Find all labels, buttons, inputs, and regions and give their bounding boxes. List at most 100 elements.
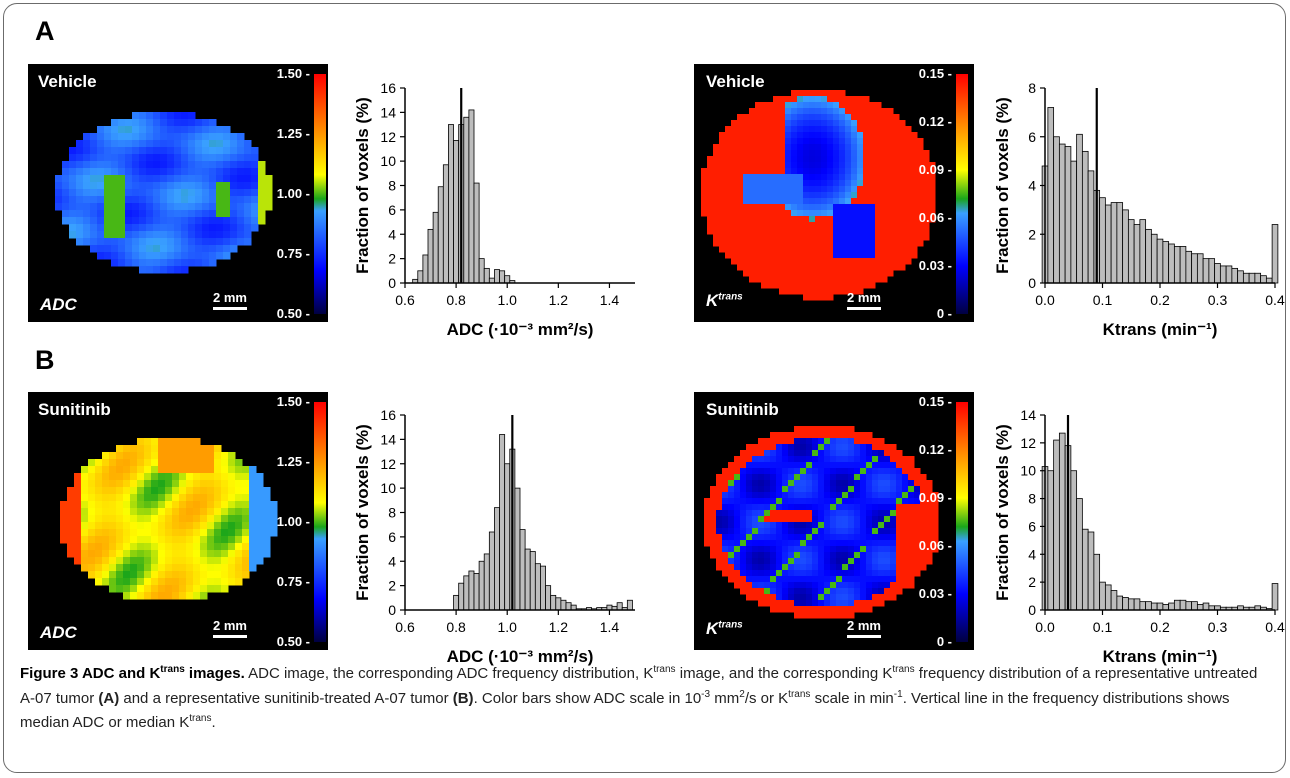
- colorbar-tick-label: 1.25 -: [276, 454, 310, 469]
- histogram-bar: [1133, 598, 1141, 611]
- colorbar-tick-label: 1.50 -: [276, 394, 310, 409]
- colorbar-tick-label: 1.50 -: [276, 66, 310, 81]
- adc-map-vehicle-image: [55, 112, 273, 274]
- histogram-bar: [1248, 272, 1256, 284]
- histogram-bar: [514, 487, 521, 611]
- histogram-bar: [1081, 150, 1089, 284]
- histogram-bar: [458, 582, 465, 611]
- y-tick-label: 4: [388, 553, 396, 569]
- histogram-bar: [453, 140, 460, 284]
- x-tick-label: 1.0: [497, 619, 517, 635]
- histogram-bar: [1047, 107, 1055, 284]
- histogram-bar: [422, 254, 429, 284]
- histogram-bar: [468, 570, 475, 611]
- y-axis-label: Fraction of voxels (%): [353, 424, 372, 601]
- y-tick-label: 2: [388, 251, 396, 267]
- histogram-bar: [463, 575, 470, 611]
- histogram-bar: [488, 531, 495, 611]
- colorbar: [314, 402, 326, 642]
- y-tick-label: 14: [380, 104, 396, 120]
- adc-vehicle-histogram: 0 2 4 6 8 10 12 14 16 0.6 0.8 1.0 1.2 1.4 Fraction of …: [350, 78, 650, 361]
- y-tick-label: 2: [388, 578, 396, 594]
- scalebar: [213, 635, 247, 638]
- histogram-bar: [463, 116, 470, 284]
- histogram-bar: [1150, 233, 1158, 284]
- colorbar-tick-label: 0.75 -: [276, 246, 310, 261]
- histogram-bar: [545, 585, 552, 611]
- histogram-bar: [483, 267, 490, 284]
- histogram-bar: [1087, 170, 1095, 284]
- x-tick-label: 0.0: [1035, 619, 1055, 635]
- histogram-bar: [1196, 604, 1204, 611]
- colorbar-tick-label: 0.03 -: [918, 586, 952, 601]
- histogram-bar: [1099, 197, 1106, 284]
- ktrans-map-vehicle-image: [701, 90, 936, 301]
- histogram-bar: [1064, 146, 1072, 284]
- x-tick-label: 0.6: [395, 619, 415, 635]
- map-symbol: ADC: [40, 295, 77, 314]
- colorbar-tick-label: 0.12 -: [918, 114, 952, 129]
- histogram-bar: [1185, 250, 1193, 284]
- y-tick-label: 8: [388, 178, 396, 194]
- histogram-bar: [1179, 246, 1187, 284]
- histogram-bar: [1145, 601, 1152, 611]
- histogram-bar: [519, 529, 526, 611]
- scalebar: [847, 635, 881, 638]
- histogram-bar: [1116, 595, 1124, 611]
- x-tick-label: 0.3: [1208, 619, 1228, 635]
- ktrans-vehicle-histogram: 0 2 4 6 8 0.0 0.1 0.2 0.3 0.4 Fraction of voxels (…: [990, 78, 1290, 361]
- histogram-bar: [473, 182, 480, 284]
- map-title: Vehicle: [706, 72, 765, 91]
- scalebar-label: 2 mm: [847, 618, 881, 633]
- colorbar-tick-label: 0 -: [936, 306, 952, 321]
- y-tick-label: 16: [380, 80, 396, 96]
- histogram-bar: [1185, 601, 1193, 611]
- x-tick-label: 0.2: [1150, 292, 1170, 308]
- histogram-bar: [626, 599, 633, 611]
- histogram-bar: [555, 597, 562, 611]
- colorbar-tick-label: 0.03 -: [918, 258, 952, 273]
- histogram-bar: [1162, 604, 1170, 611]
- histogram-bar: [494, 507, 500, 611]
- histogram-bar: [1116, 202, 1124, 284]
- ktrans-sunitinib-histogram: 0 2 4 6 8 10 12 14 0.0 0.1 0.2 0.3 0.4 Fraction of vo…: [990, 405, 1290, 688]
- histogram-bar: [1173, 246, 1181, 284]
- histogram-bar: [1196, 253, 1204, 284]
- y-tick-label: 4: [388, 226, 396, 242]
- histogram-bar: [1081, 528, 1089, 611]
- panel-label-a: A: [35, 16, 55, 46]
- histogram-bar: [1156, 602, 1164, 611]
- histogram-bar: [1058, 432, 1066, 611]
- histogram-bar: [1122, 209, 1129, 284]
- histogram-bar: [442, 164, 449, 284]
- histogram-bar: [1191, 601, 1198, 611]
- x-tick-label: 0.6: [395, 292, 415, 308]
- colorbar-tick-label: 0.09 -: [918, 490, 952, 505]
- adc-map-sunitinib: Sunitinib ADC 2 mm 1.50 - 1.25 - 1.00 - 0.7…: [28, 392, 328, 650]
- colorbar-tick-label: 0.50 -: [276, 306, 310, 321]
- histogram-bar: [1242, 272, 1250, 284]
- histogram-bar: [1127, 219, 1135, 284]
- figure-caption: Figure 3 ADC and Ktrans images. ADC imag…: [20, 664, 1258, 731]
- histogram-bar: [1047, 470, 1055, 611]
- x-tick-label: 0.1: [1093, 292, 1113, 308]
- colorbar-tick-label: 0 -: [936, 634, 952, 649]
- histogram-bar: [1110, 590, 1118, 611]
- histogram-bar: [1260, 275, 1267, 284]
- y-tick-label: 10: [380, 153, 396, 169]
- histogram-bar: [1191, 253, 1198, 284]
- y-tick-label: 16: [380, 407, 396, 423]
- x-tick-label: 1.0: [497, 292, 517, 308]
- y-tick-label: 0: [1028, 602, 1036, 618]
- histogram-bar: [1058, 143, 1066, 284]
- y-tick-label: 0: [388, 275, 396, 291]
- histogram-bar: [1162, 241, 1170, 284]
- histogram-bar: [1076, 133, 1083, 284]
- colorbar: [956, 402, 968, 642]
- ktrans-map-sunitinib-image: [704, 426, 939, 619]
- x-tick-label: 1.4: [600, 292, 620, 308]
- histogram-bar: [1225, 265, 1233, 284]
- map-symbol: Ktrans: [706, 619, 743, 638]
- histogram-bar: [1139, 219, 1147, 284]
- histogram-bar: [1104, 204, 1112, 284]
